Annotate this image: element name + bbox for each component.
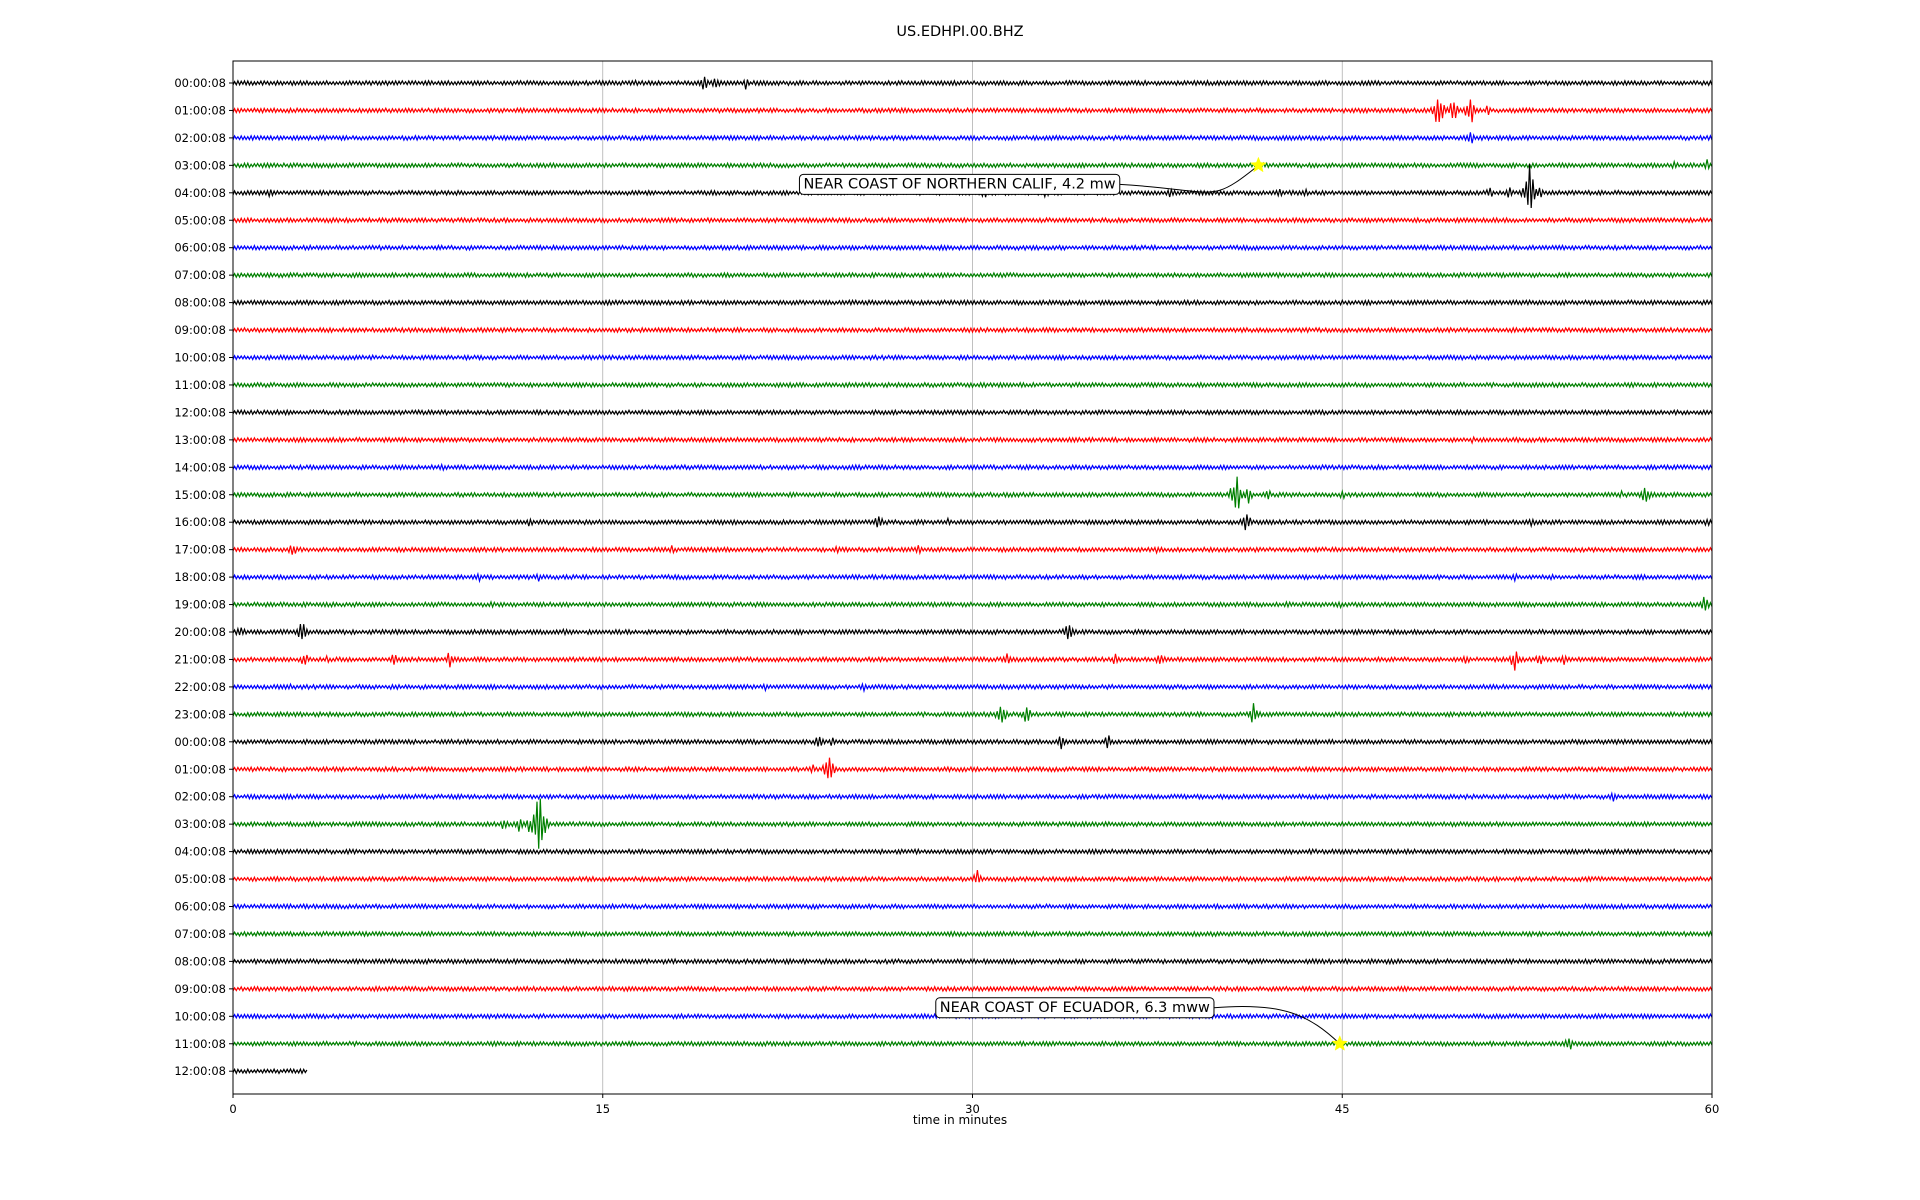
row-label-13: 13:00:08 xyxy=(174,433,226,447)
trace-row-3 xyxy=(232,159,1713,171)
trace-row-13 xyxy=(232,435,1713,445)
x-tick-label-1: 15 xyxy=(595,1102,610,1116)
row-label-4: 04:00:08 xyxy=(174,186,226,200)
row-label-16: 16:00:08 xyxy=(174,515,226,529)
row-label-25: 01:00:08 xyxy=(174,762,226,776)
trace-row-21 xyxy=(232,651,1713,671)
trace-row-8 xyxy=(232,298,1713,307)
annotation-connector-0 xyxy=(1119,164,1259,193)
row-label-35: 11:00:08 xyxy=(174,1037,226,1051)
trace-row-30 xyxy=(232,902,1713,911)
trace-row-17 xyxy=(232,544,1713,556)
row-label-26: 02:00:08 xyxy=(174,790,226,804)
row-label-34: 10:00:08 xyxy=(174,1009,226,1023)
trace-row-7 xyxy=(232,271,1713,280)
row-label-23: 23:00:08 xyxy=(174,707,226,721)
seismogram-traces xyxy=(232,76,1713,1075)
row-label-6: 06:00:08 xyxy=(174,241,226,255)
x-axis-ticks: 0 15 30 45 60 xyxy=(229,1094,1719,1116)
trace-row-23 xyxy=(232,703,1713,723)
x-axis-label: time in minutes xyxy=(913,1113,1007,1127)
trace-row-6 xyxy=(232,243,1713,252)
trace-row-32 xyxy=(232,957,1713,966)
row-label-32: 08:00:08 xyxy=(174,954,226,968)
row-label-5: 05:00:08 xyxy=(174,213,226,227)
row-time-labels: 00:00:08 01:00:08 02:00:08 03:00:08 04:00:08… xyxy=(174,76,233,1078)
annotation-text-1: NEAR COAST OF ECUADOR, 6.3 mww xyxy=(940,1000,1210,1016)
annotation-box-0 xyxy=(798,173,1121,195)
annotation-text-0: NEAR COAST OF NORTHERN CALIF, 4.2 mw xyxy=(803,176,1115,192)
row-label-1: 01:00:08 xyxy=(174,103,226,117)
trace-row-26 xyxy=(232,791,1713,802)
trace-row-0 xyxy=(232,76,1713,90)
trace-row-9 xyxy=(232,326,1713,334)
plot-frame xyxy=(232,60,1713,1095)
chart-title: US.EDHPI.00.BHZ xyxy=(896,24,1023,40)
row-label-19: 19:00:08 xyxy=(174,598,226,612)
row-label-31: 07:00:08 xyxy=(174,927,226,941)
event-annotations: NEAR COAST OF NORTHERN CALIF, 4.2 mw NEAR… xyxy=(798,156,1349,1051)
row-label-28: 04:00:08 xyxy=(174,845,226,859)
trace-row-12 xyxy=(232,408,1713,417)
x-tick-label-3: 45 xyxy=(1335,1102,1350,1116)
trace-row-28 xyxy=(232,847,1713,856)
row-label-18: 18:00:08 xyxy=(174,570,226,584)
x-tick-label-0: 0 xyxy=(229,1102,236,1116)
trace-row-10 xyxy=(232,353,1713,362)
row-label-36: 12:00:08 xyxy=(174,1064,226,1078)
row-label-27: 03:00:08 xyxy=(174,817,226,831)
row-label-24: 00:00:08 xyxy=(174,735,226,749)
x-tick-label-4: 60 xyxy=(1705,1102,1720,1116)
row-label-30: 06:00:08 xyxy=(174,900,226,914)
row-label-22: 22:00:08 xyxy=(174,680,226,694)
row-label-7: 07:00:08 xyxy=(174,268,226,282)
annotation-connector-1 xyxy=(1213,1005,1341,1045)
trace-row-5 xyxy=(232,216,1713,225)
trace-row-31 xyxy=(232,930,1713,938)
row-label-9: 09:00:08 xyxy=(174,323,226,337)
trace-row-27 xyxy=(232,798,1713,849)
row-label-20: 20:00:08 xyxy=(174,625,226,639)
row-label-8: 08:00:08 xyxy=(174,296,226,310)
event-star-1 xyxy=(1331,1035,1349,1051)
row-label-15: 15:00:08 xyxy=(174,488,226,502)
row-label-11: 11:00:08 xyxy=(174,378,226,392)
trace-row-19 xyxy=(232,596,1713,611)
trace-row-35 xyxy=(232,1038,1713,1050)
event-star-0 xyxy=(1250,156,1267,173)
row-label-3: 03:00:08 xyxy=(174,158,226,172)
row-label-29: 05:00:08 xyxy=(174,872,226,886)
annotation-box-1 xyxy=(935,997,1215,1019)
row-label-2: 02:00:08 xyxy=(174,131,226,145)
row-label-10: 10:00:08 xyxy=(174,351,226,365)
x-tick-label-2: 30 xyxy=(965,1102,980,1116)
trace-row-25 xyxy=(232,757,1713,779)
trace-row-29 xyxy=(232,870,1713,883)
row-label-12: 12:00:08 xyxy=(174,405,226,419)
trace-row-22 xyxy=(232,681,1713,694)
trace-row-1 xyxy=(232,99,1713,123)
row-label-17: 17:00:08 xyxy=(174,543,226,557)
trace-row-11 xyxy=(232,381,1713,389)
trace-row-20 xyxy=(232,624,1713,640)
trace-row-2 xyxy=(232,132,1713,144)
trace-row-15 xyxy=(232,476,1713,509)
row-label-14: 14:00:08 xyxy=(174,460,226,474)
trace-row-18 xyxy=(232,571,1713,584)
row-label-0: 00:00:08 xyxy=(174,76,226,90)
trace-row-33 xyxy=(232,985,1713,993)
trace-row-16 xyxy=(232,514,1713,531)
row-label-33: 09:00:08 xyxy=(174,982,226,996)
trace-row-24 xyxy=(232,735,1713,750)
row-label-21: 21:00:08 xyxy=(174,652,226,666)
trace-row-14 xyxy=(232,462,1713,472)
trace-row-36 xyxy=(232,1067,308,1075)
